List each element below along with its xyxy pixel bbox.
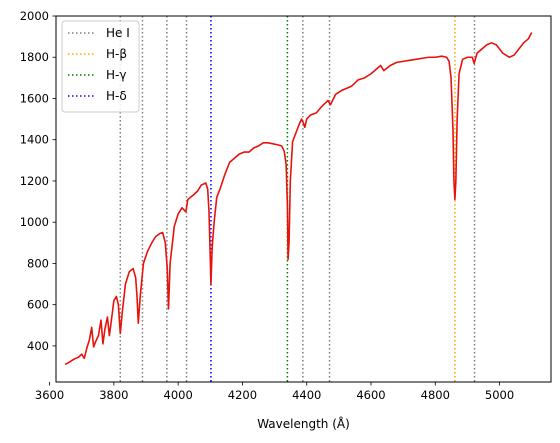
legend-label-4: H-δ	[106, 89, 127, 103]
y-tick-label-9: 2000	[20, 9, 49, 23]
legend-label-1: He I	[106, 26, 130, 40]
y-tick-label-4: 1000	[20, 215, 49, 229]
y-tick-label-3: 800	[27, 256, 49, 270]
spectrum-line	[64, 32, 533, 366]
plot-frame	[55, 15, 552, 383]
x-tick-label-8: 5000	[485, 388, 514, 402]
x-tick-label-2: 3800	[99, 388, 128, 402]
legend-label-3: H-γ	[106, 68, 126, 82]
y-tick-label-6: 1400	[20, 133, 49, 147]
y-tick-label-7: 1600	[20, 91, 49, 105]
x-axis-ticks: 3600 3800 4000 4200 4400 4600 4800 5000	[35, 382, 514, 402]
reference-lines	[119, 16, 476, 382]
x-tick-label-6: 4600	[356, 388, 385, 402]
x-tick-label-7: 4800	[421, 388, 450, 402]
y-tick-label-5: 1200	[20, 174, 49, 188]
y-axis-ticks: 400 600 800 1000 1200 1400 1600 1800 2000	[20, 9, 56, 353]
y-tick-label-8: 1800	[20, 50, 49, 64]
x-axis-label: Wavelength (Å)	[257, 416, 350, 431]
x-tick-label-4: 4200	[228, 388, 257, 402]
x-tick-label-1: 3600	[35, 388, 64, 402]
x-tick-label-3: 4000	[164, 388, 193, 402]
y-tick-label-2: 600	[27, 298, 49, 312]
legend-box	[61, 20, 140, 113]
y-tick-label-1: 400	[27, 339, 49, 353]
legend: He I H-β H-γ H-δ	[61, 20, 140, 113]
x-tick-label-5: 4400	[292, 388, 321, 402]
legend-label-2: H-β	[106, 47, 127, 61]
